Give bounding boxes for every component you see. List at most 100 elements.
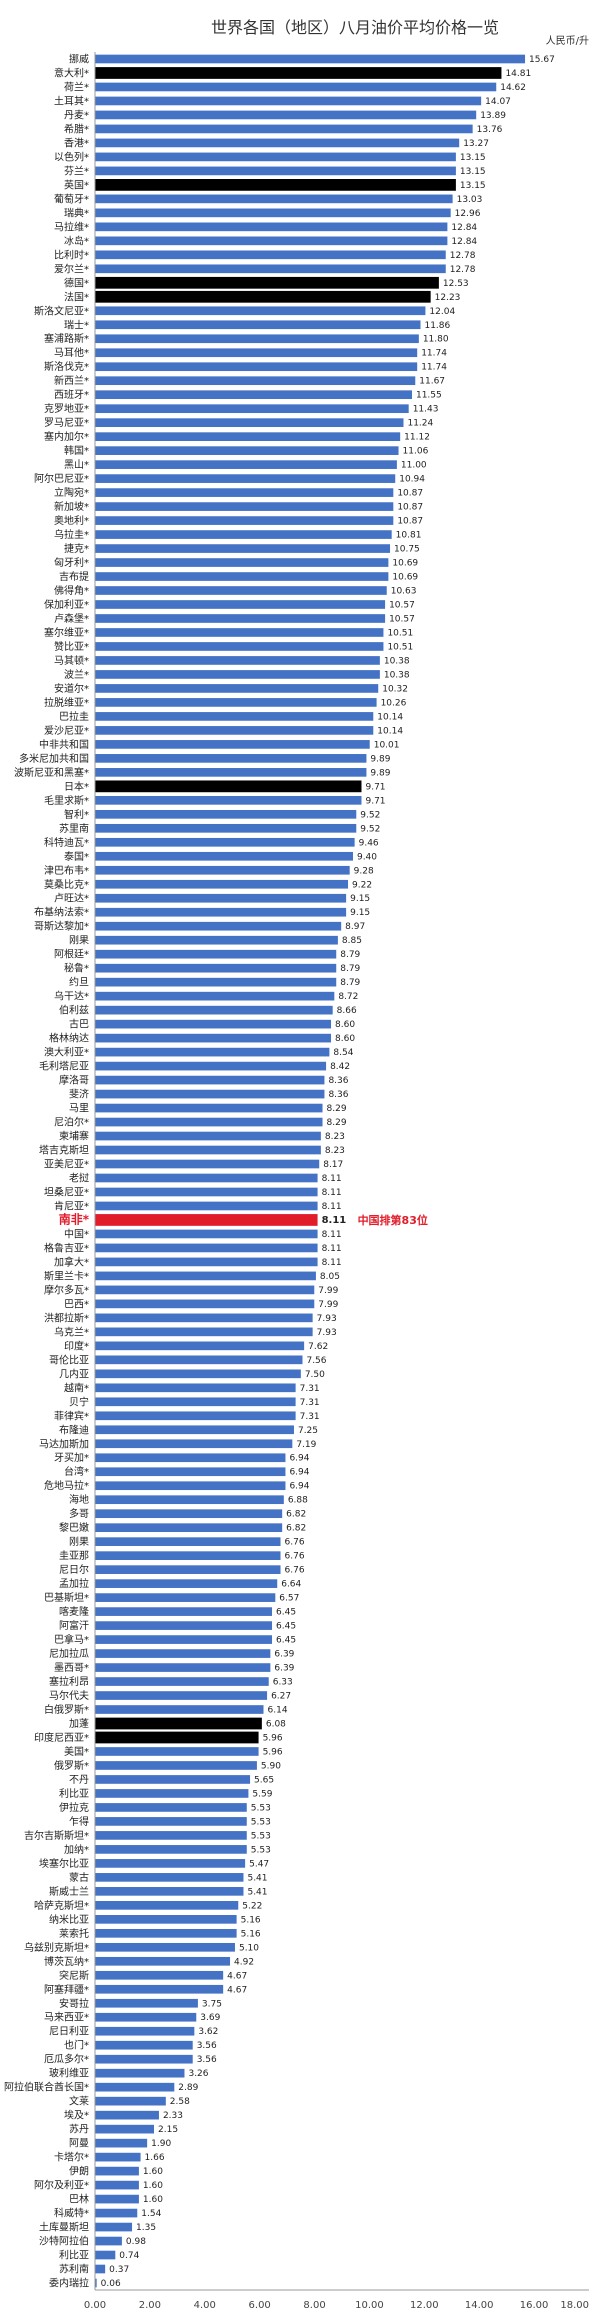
- bar: [95, 1159, 320, 1169]
- category-label: 塔吉克斯坦: [39, 1144, 89, 1157]
- bar: [95, 222, 448, 232]
- x-tick-label: 14.00: [465, 2300, 494, 2311]
- value-label: 13.15: [460, 181, 486, 191]
- value-label: 8.79: [340, 950, 360, 960]
- bar: [95, 1341, 305, 1351]
- category-label: 爱尔兰*: [54, 262, 89, 275]
- value-label: 12.78: [450, 265, 476, 275]
- category-label: 加蓬: [69, 1718, 89, 1730]
- value-label: 2.58: [170, 2097, 190, 2107]
- category-label: 立陶宛*: [54, 486, 89, 499]
- bar: [95, 1355, 303, 1365]
- bar: [95, 809, 357, 819]
- bar: [95, 474, 396, 483]
- category-label: 沙特阿拉伯: [39, 2235, 89, 2248]
- bar: [95, 544, 391, 553]
- bar: [95, 194, 453, 204]
- category-label: 阿塞拜疆*: [44, 1983, 89, 1996]
- value-label: 5.16: [241, 1915, 261, 1925]
- category-label: 韩国*: [64, 444, 89, 457]
- value-label: 6.76: [285, 1538, 305, 1548]
- value-label: 6.94: [289, 1482, 309, 1492]
- category-label: 约旦: [69, 976, 89, 989]
- value-label: 6.57: [279, 1594, 299, 1604]
- category-label: 斯里兰卡*: [44, 1269, 89, 1282]
- value-label: 8.66: [337, 1006, 357, 1016]
- bar: [95, 208, 451, 218]
- category-label: 阿尔及利亚*: [34, 2179, 89, 2192]
- category-label: 香港*: [64, 137, 89, 149]
- value-label: 6.45: [276, 1622, 296, 1632]
- category-label: 澳大利亚*: [44, 1046, 89, 1059]
- value-label: 5.90: [261, 1761, 281, 1771]
- bar: [95, 460, 397, 469]
- bar: [95, 1677, 269, 1686]
- category-label: 哥斯达黎加*: [34, 920, 89, 933]
- category-label: 马达加斯加: [39, 1437, 89, 1450]
- bar: [95, 1845, 247, 1854]
- bar: [95, 348, 418, 358]
- bar: [95, 1859, 246, 1868]
- category-label: 亚美尼亚*: [44, 1158, 89, 1171]
- value-label: 8.23: [325, 1146, 345, 1156]
- value-label: 10.32: [382, 684, 408, 694]
- bar: [95, 1607, 273, 1616]
- category-label: 越南*: [64, 1381, 89, 1394]
- category-label: 拉脱维亚*: [44, 696, 89, 709]
- category-label: 印度*: [64, 1339, 89, 1352]
- value-label: 10.51: [387, 642, 413, 652]
- value-label: 6.76: [285, 1566, 305, 1576]
- value-label: 8.23: [325, 1132, 345, 1142]
- bar: [95, 1803, 247, 1812]
- category-label: 土耳其*: [54, 94, 89, 107]
- category-label: 塞拉利昂: [49, 1675, 89, 1688]
- value-label: 8.97: [345, 922, 365, 932]
- category-label: 丹麦*: [64, 109, 89, 121]
- bar: [95, 1789, 249, 1798]
- bar: [95, 1509, 283, 1519]
- category-label: 保加利亚*: [44, 598, 89, 611]
- bar: [95, 82, 497, 92]
- category-label: 加拿大*: [54, 1255, 89, 1268]
- bar: [95, 586, 387, 595]
- value-label: 11.24: [407, 419, 433, 429]
- value-label: 5.53: [251, 1831, 271, 1841]
- category-label: 意大利*: [54, 66, 89, 79]
- bar: [95, 264, 446, 274]
- category-label: 巴拉圭: [59, 710, 89, 723]
- category-label: 圭亚那: [59, 1549, 89, 1562]
- category-label: 秘鲁*: [64, 962, 89, 975]
- category-label: 巴拿马*: [54, 1633, 89, 1646]
- bar: [95, 1593, 276, 1602]
- bar: [95, 600, 386, 609]
- bar: [95, 1761, 257, 1770]
- value-label: 10.51: [387, 628, 413, 638]
- value-label: 8.11: [322, 1215, 347, 1226]
- value-label: 5.16: [241, 1929, 261, 1939]
- value-label: 12.23: [435, 293, 461, 303]
- category-label: 希腊*: [64, 122, 89, 135]
- category-label: 莫桑比克*: [44, 879, 89, 891]
- category-label: 苏里南: [59, 822, 89, 835]
- bar: [95, 2152, 141, 2162]
- bar: [95, 2278, 97, 2288]
- value-label: 3.56: [197, 2055, 217, 2065]
- value-label: 3.56: [197, 2041, 217, 2051]
- chart-title: 世界各国（地区）八月油价平均价格一览: [211, 18, 499, 37]
- bar: [95, 740, 370, 749]
- value-label: 9.22: [352, 880, 372, 890]
- bar: [95, 2264, 106, 2274]
- bar: [95, 2012, 197, 2022]
- category-label: 海地: [69, 1493, 89, 1506]
- category-label: 美国*: [64, 1745, 89, 1758]
- value-label: 8.85: [342, 936, 362, 946]
- value-label: 10.69: [392, 573, 418, 583]
- value-label: 1.60: [143, 2195, 163, 2205]
- category-label: 安哥拉: [59, 1997, 89, 2010]
- bar: [95, 1313, 313, 1323]
- value-label: 6.82: [286, 1510, 306, 1520]
- category-label: 莱索托: [59, 1927, 89, 1940]
- value-label: 7.31: [300, 1384, 320, 1394]
- bar: [95, 656, 380, 665]
- bar: [95, 1425, 294, 1435]
